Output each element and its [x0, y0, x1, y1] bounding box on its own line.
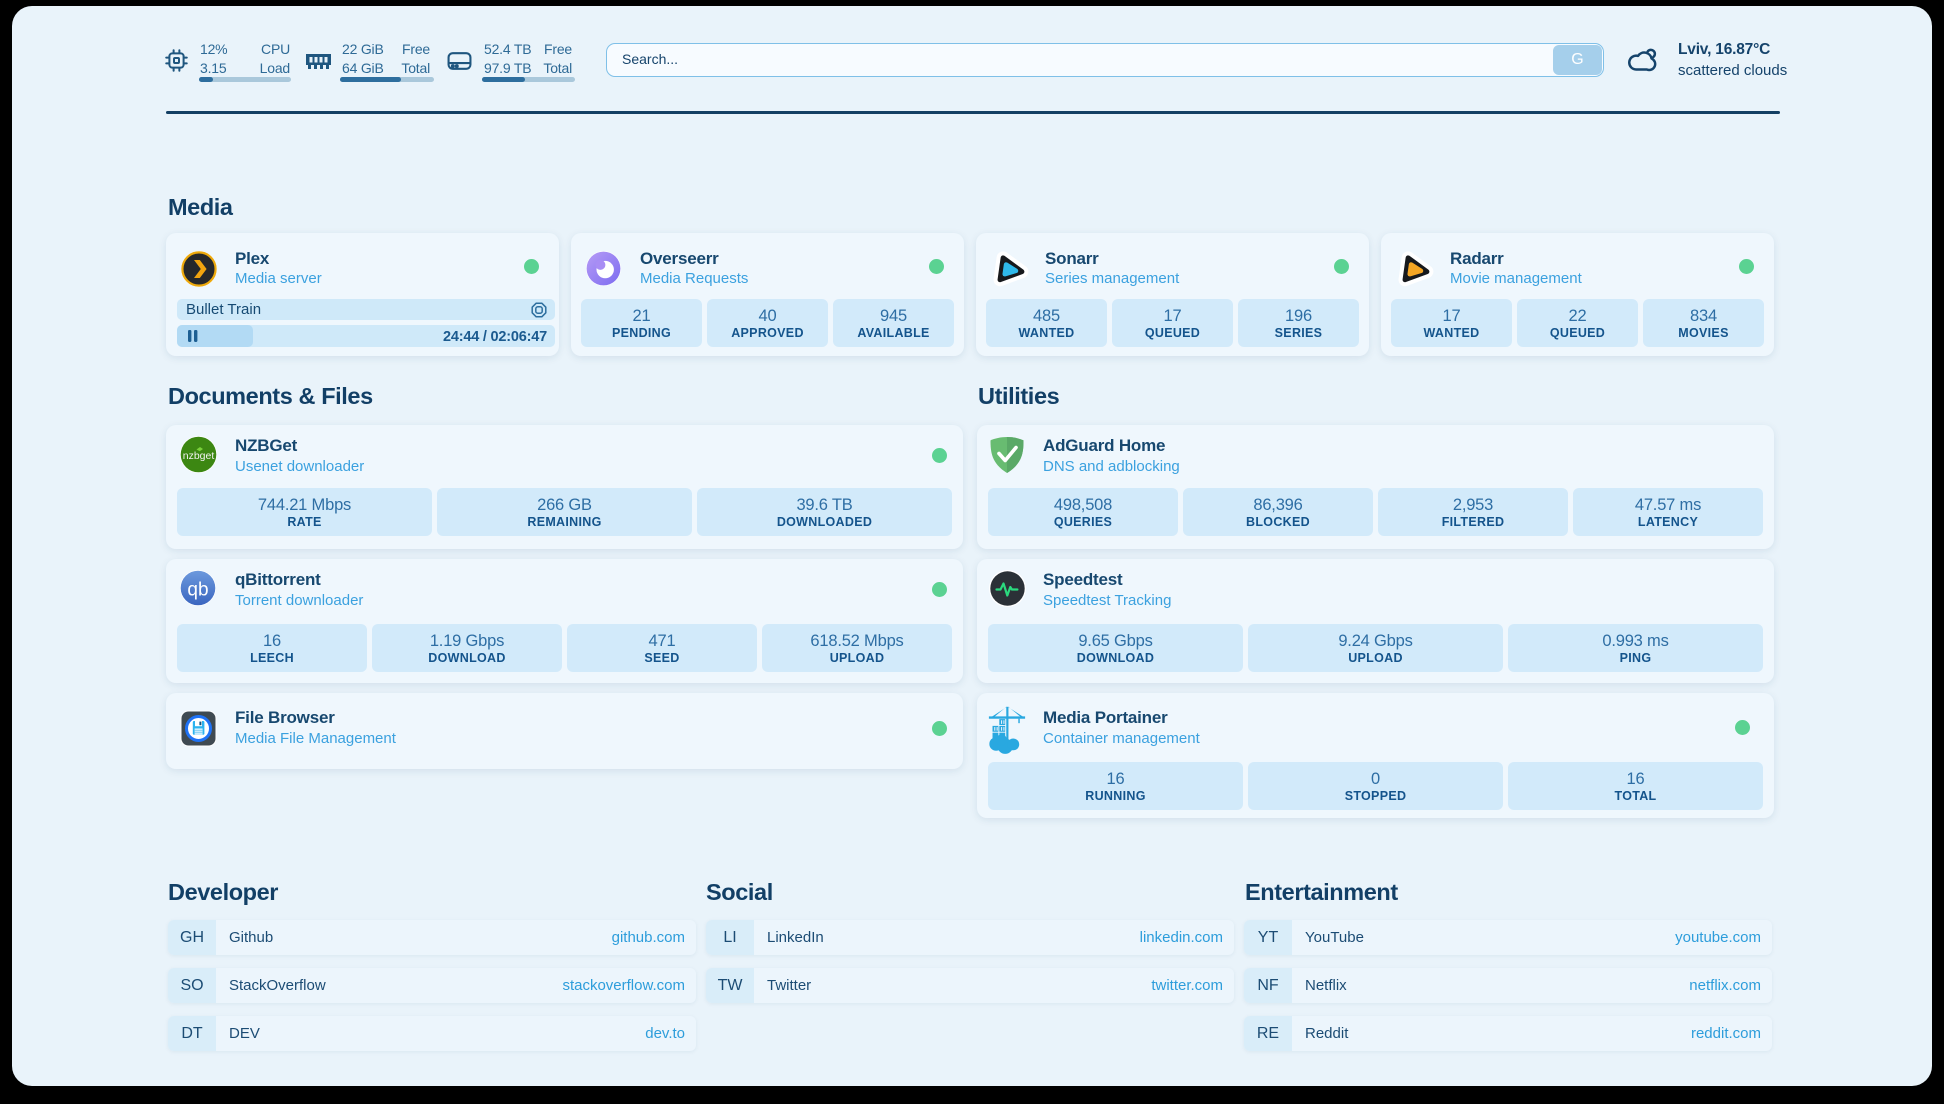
svg-text:qb: qb: [187, 580, 208, 601]
svg-text:nzbget: nzbget: [183, 450, 215, 462]
